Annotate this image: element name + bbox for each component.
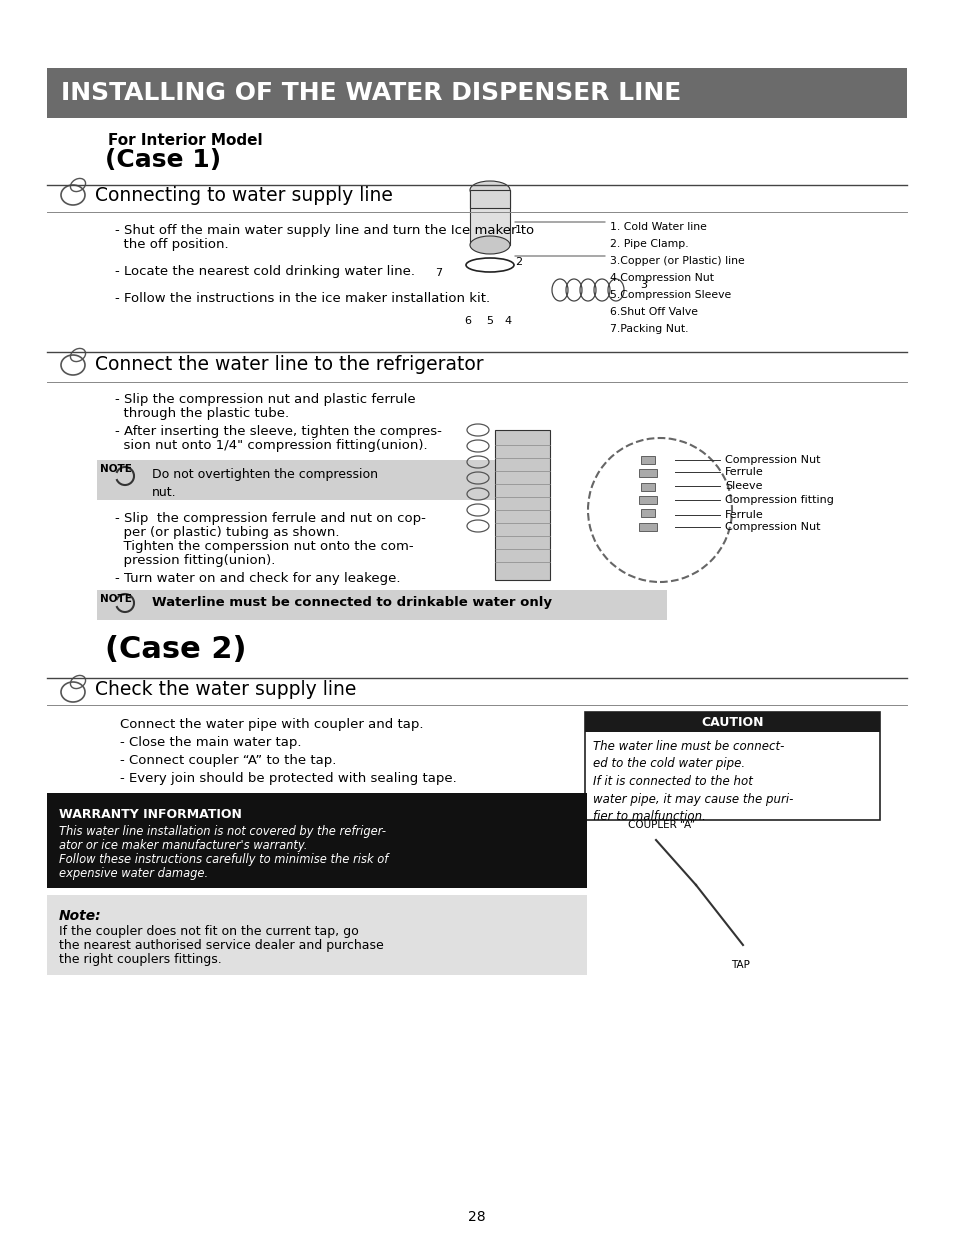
Text: 4: 4 bbox=[504, 316, 511, 326]
Text: Tighten the comperssion nut onto the com-: Tighten the comperssion nut onto the com… bbox=[115, 540, 414, 553]
Text: 1: 1 bbox=[515, 225, 521, 235]
Text: - Shut off the main water supply line and turn the Ice maker to: - Shut off the main water supply line an… bbox=[115, 224, 534, 237]
Text: Compression fitting: Compression fitting bbox=[724, 495, 833, 505]
Text: 3: 3 bbox=[639, 280, 646, 290]
Text: 2. Pipe Clamp.: 2. Pipe Clamp. bbox=[609, 240, 688, 249]
Text: If the coupler does not fit on the current tap, go: If the coupler does not fit on the curre… bbox=[59, 925, 358, 939]
Text: - Turn water on and check for any leakege.: - Turn water on and check for any leakeg… bbox=[115, 572, 400, 585]
Text: the right couplers fittings.: the right couplers fittings. bbox=[59, 953, 221, 966]
Bar bbox=[47, 895, 586, 974]
Bar bbox=[640, 456, 655, 464]
Bar bbox=[639, 496, 657, 504]
Text: 5.Compression Sleeve: 5.Compression Sleeve bbox=[609, 290, 731, 300]
Text: (Case 1): (Case 1) bbox=[105, 148, 221, 172]
Text: - Connect coupler “A” to the tap.: - Connect coupler “A” to the tap. bbox=[120, 755, 336, 767]
Bar bbox=[639, 469, 657, 477]
Bar bbox=[47, 793, 586, 888]
Text: ator or ice maker manufacturer's warranty.: ator or ice maker manufacturer's warrant… bbox=[59, 839, 307, 852]
Text: Follow these instructions carefully to minimise the risk of: Follow these instructions carefully to m… bbox=[59, 853, 388, 866]
Text: expensive water damage.: expensive water damage. bbox=[59, 867, 208, 881]
Text: (Case 2): (Case 2) bbox=[105, 635, 246, 664]
Text: - After inserting the sleeve, tighten the compres-: - After inserting the sleeve, tighten th… bbox=[115, 425, 441, 438]
Text: 7.Packing Nut.: 7.Packing Nut. bbox=[609, 324, 688, 333]
Bar bbox=[640, 509, 655, 517]
Text: This water line installation is not covered by the refriger-: This water line installation is not cove… bbox=[59, 825, 386, 839]
Bar bbox=[470, 190, 510, 245]
Text: pression fitting(union).: pression fitting(union). bbox=[115, 555, 275, 567]
Bar bbox=[495, 430, 550, 580]
Text: Waterline must be connected to drinkable water only: Waterline must be connected to drinkable… bbox=[152, 597, 552, 609]
Text: CAUTION: CAUTION bbox=[700, 715, 763, 729]
Text: 3.Copper (or Plastic) line: 3.Copper (or Plastic) line bbox=[609, 256, 744, 266]
Text: 28: 28 bbox=[468, 1210, 485, 1224]
Bar bbox=[584, 713, 879, 732]
Text: - Slip  the compression ferrule and nut on cop-: - Slip the compression ferrule and nut o… bbox=[115, 513, 425, 525]
Text: 6: 6 bbox=[464, 316, 471, 326]
Text: - Slip the compression nut and plastic ferrule: - Slip the compression nut and plastic f… bbox=[115, 393, 416, 406]
Text: The water line must be connect-
ed to the cold water pipe.
If it is connected to: The water line must be connect- ed to th… bbox=[593, 740, 793, 823]
Text: Connect the water pipe with coupler and tap.: Connect the water pipe with coupler and … bbox=[120, 718, 423, 731]
Text: the off position.: the off position. bbox=[115, 238, 229, 251]
Bar bbox=[97, 459, 504, 500]
Text: 6.Shut Off Valve: 6.Shut Off Valve bbox=[609, 308, 698, 317]
Text: 7: 7 bbox=[435, 268, 441, 278]
Text: Ferrule: Ferrule bbox=[724, 467, 763, 477]
Bar bbox=[47, 68, 906, 119]
Text: per (or plastic) tubing as shown.: per (or plastic) tubing as shown. bbox=[115, 526, 339, 538]
Text: Do not overtighten the compression
nut.: Do not overtighten the compression nut. bbox=[152, 468, 377, 499]
Text: 5: 5 bbox=[486, 316, 493, 326]
Text: NOTE: NOTE bbox=[100, 464, 132, 474]
Text: sion nut onto 1/4" compression fitting(union).: sion nut onto 1/4" compression fitting(u… bbox=[115, 438, 427, 452]
Bar bbox=[640, 483, 655, 492]
Text: WARRANTY INFORMATION: WARRANTY INFORMATION bbox=[59, 808, 242, 821]
Text: Compression Nut: Compression Nut bbox=[724, 522, 820, 532]
Text: Compression Nut: Compression Nut bbox=[724, 454, 820, 466]
Text: - Close the main water tap.: - Close the main water tap. bbox=[120, 736, 301, 748]
Text: 2: 2 bbox=[515, 257, 521, 267]
Text: Connecting to water supply line: Connecting to water supply line bbox=[95, 186, 393, 205]
Text: INSTALLING OF THE WATER DISPENSER LINE: INSTALLING OF THE WATER DISPENSER LINE bbox=[61, 82, 680, 105]
Text: the nearest authorised service dealer and purchase: the nearest authorised service dealer an… bbox=[59, 939, 383, 952]
Ellipse shape bbox=[470, 236, 510, 254]
Bar bbox=[639, 522, 657, 531]
Text: - Follow the instructions in the ice maker installation kit.: - Follow the instructions in the ice mak… bbox=[115, 291, 490, 305]
Text: COUPLER “A”: COUPLER “A” bbox=[627, 820, 695, 830]
Text: TAP: TAP bbox=[730, 960, 749, 969]
Bar bbox=[97, 590, 666, 620]
Text: 1. Cold Water line: 1. Cold Water line bbox=[609, 222, 706, 232]
Text: Note:: Note: bbox=[59, 909, 102, 923]
Ellipse shape bbox=[470, 182, 510, 199]
Text: Check the water supply line: Check the water supply line bbox=[95, 680, 356, 699]
Bar bbox=[470, 190, 510, 207]
Text: through the plastic tube.: through the plastic tube. bbox=[115, 408, 289, 420]
Text: - Every join should be protected with sealing tape.: - Every join should be protected with se… bbox=[120, 772, 456, 785]
Text: 4.Compression Nut: 4.Compression Nut bbox=[609, 273, 713, 283]
Text: - Locate the nearest cold drinking water line.: - Locate the nearest cold drinking water… bbox=[115, 266, 415, 278]
Text: Sleeve: Sleeve bbox=[724, 480, 761, 492]
Bar bbox=[584, 713, 879, 820]
Text: For Interior Model: For Interior Model bbox=[108, 133, 262, 148]
Text: Connect the water line to the refrigerator: Connect the water line to the refrigerat… bbox=[95, 354, 483, 374]
Text: Ferrule: Ferrule bbox=[724, 510, 763, 520]
Text: NOTE: NOTE bbox=[100, 594, 132, 604]
